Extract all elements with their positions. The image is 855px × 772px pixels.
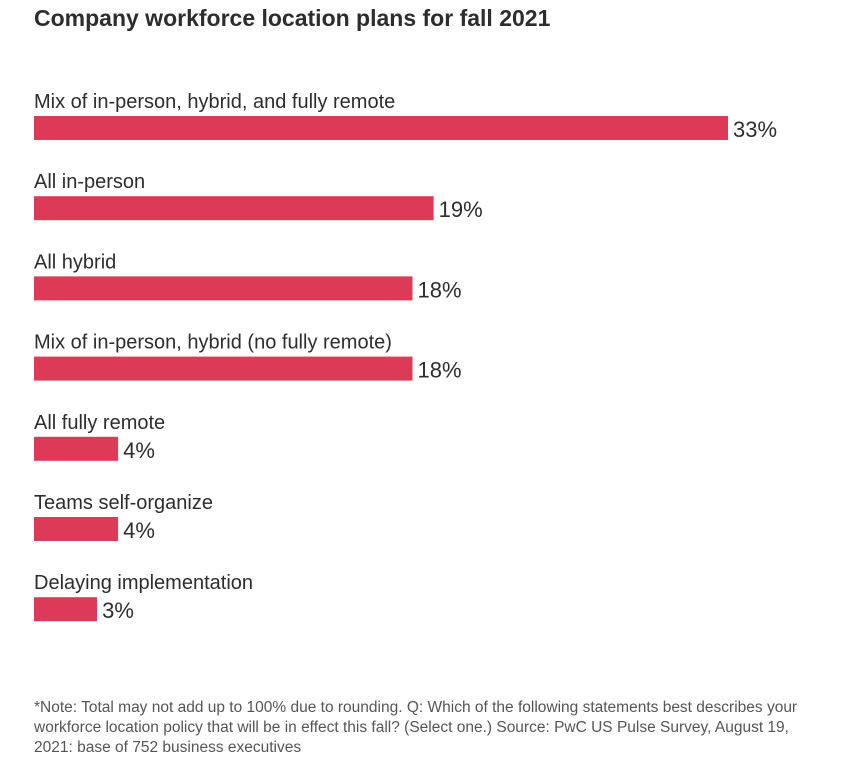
category-label: All fully remote xyxy=(34,412,165,434)
category-label: Teams self-organize xyxy=(34,492,213,514)
bar xyxy=(34,356,413,381)
value-label: 4% xyxy=(123,438,155,463)
chart-footnote: *Note: Total may not add up to 100% due … xyxy=(34,699,798,756)
bar xyxy=(34,276,413,301)
bar xyxy=(34,436,119,461)
value-label: 18% xyxy=(418,277,462,302)
chart-title: Company workforce location plans for fal… xyxy=(34,5,551,31)
category-label: All in-person xyxy=(34,171,145,193)
bar xyxy=(34,116,728,140)
bar xyxy=(34,517,119,541)
value-label: 3% xyxy=(102,598,134,623)
category-label: Delaying implementation xyxy=(34,572,253,594)
category-label: Mix of in-person, hybrid (no fully remot… xyxy=(34,332,392,354)
value-label: 4% xyxy=(123,518,155,543)
category-label: Mix of in-person, hybrid, and fully remo… xyxy=(34,91,395,113)
bar xyxy=(34,597,98,622)
bar-chart: Mix of in-person, hybrid, and fully remo… xyxy=(34,91,777,623)
category-label: All hybrid xyxy=(34,251,116,273)
value-label: 18% xyxy=(418,358,462,383)
bar xyxy=(34,196,434,221)
value-label: 19% xyxy=(439,197,483,222)
value-label: 33% xyxy=(733,117,777,142)
